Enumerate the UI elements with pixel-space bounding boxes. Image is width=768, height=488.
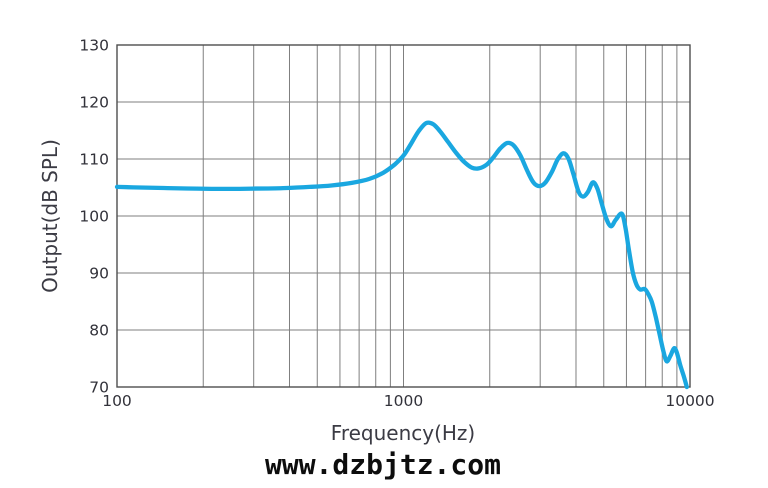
x-axis-title: Frequency(Hz)	[331, 421, 475, 445]
curve-layer	[114, 120, 689, 390]
y-tick-label: 90	[89, 264, 109, 282]
plot-border	[116, 44, 691, 388]
x-tick-label: 1000	[384, 392, 423, 410]
x-tick-labels: 100 1000 10000	[102, 392, 714, 410]
y-tick-label: 70	[89, 378, 109, 396]
y-tick-label: 80	[89, 321, 109, 339]
y-tick-label: 130	[79, 36, 109, 54]
x-tick-label: 10000	[665, 392, 714, 410]
watermark-url: www.dzbjtz.com	[265, 448, 501, 481]
y-tick-label: 110	[79, 150, 109, 168]
y-tick-labels: 70 80 90 100 110 120 130	[79, 36, 109, 396]
y-axis-title: Output(dB SPL)	[38, 139, 62, 293]
y-tick-label: 100	[79, 207, 109, 225]
y-tick-label: 120	[79, 93, 109, 111]
response-curve	[114, 120, 689, 390]
x-tick-label: 100	[102, 392, 132, 410]
